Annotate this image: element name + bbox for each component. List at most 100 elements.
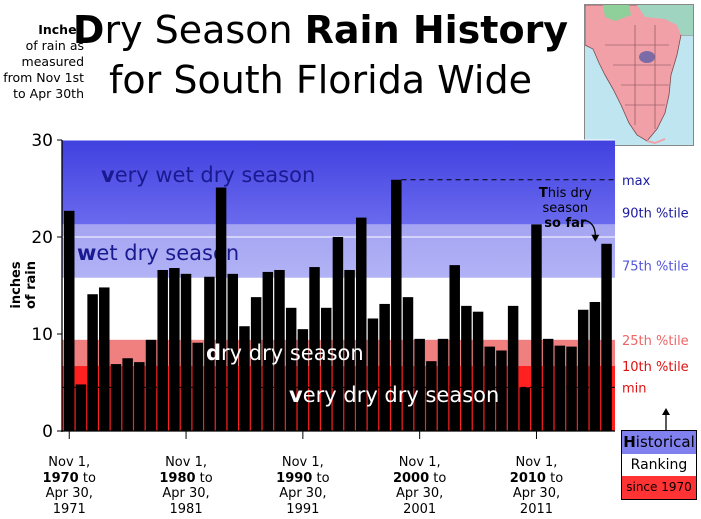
annotation-arrow [583, 219, 596, 236]
bar-1972 [87, 294, 98, 431]
bar-1989 [285, 307, 297, 431]
bar-1971 [75, 384, 87, 431]
y-axis-ticks: 0 10 20 30 [31, 131, 537, 442]
x-tick-label-line: 2001 [403, 501, 437, 517]
unit-note-heading: Inches [38, 22, 84, 37]
zone-label-rest: ery wet dry season [115, 163, 316, 187]
y-axis-label: inchesof rain [9, 261, 39, 309]
threshold-labels: max 90th %tile 75th %tile 25th %tile 10th %t… [622, 174, 689, 397]
x-tick-label-line: Apr 30, [512, 486, 561, 501]
bar-1999 [402, 297, 414, 431]
bar-1974 [110, 364, 122, 431]
bar-1987 [262, 271, 274, 431]
bar-2011 [542, 338, 554, 431]
zone-labels: very wet dry season wet dry season [77, 163, 315, 265]
x-tick-label: Nov 1, 1990 to Apr 30, 1991 [258, 455, 348, 517]
zone-label-dry: dry dry season [206, 341, 364, 365]
annotation-rest: his dry [548, 186, 592, 201]
bar-1995 [356, 217, 367, 431]
x-tick-label-line: Apr 30, [396, 486, 444, 501]
bar-2002 [437, 338, 449, 431]
x-tick-label-year: 1990 to [276, 470, 330, 486]
bar-1970 [64, 210, 75, 431]
bar-1977 [145, 339, 157, 431]
x-tick-label-year: 1970 to [42, 470, 96, 486]
bar-1985 [239, 326, 250, 431]
threshold-label-min: min [622, 381, 647, 396]
threshold-label-max: max [622, 174, 651, 189]
zone-very-wet [62, 140, 615, 225]
bar-1982 [204, 276, 215, 431]
bar-2015 [589, 301, 601, 431]
bar-2013 [566, 346, 577, 431]
bar-2014 [577, 309, 589, 431]
zone-label-initial: d [206, 341, 221, 365]
bar-1978 [157, 269, 168, 431]
y-tick-label: 0 [42, 422, 53, 442]
threshold-label-p25: 25th %tile [622, 334, 689, 349]
zone-label-initial: v [101, 163, 115, 187]
x-tick-label-year: 2010 to [509, 470, 564, 486]
y-tick-label: 10 [31, 325, 53, 345]
bar-1990 [297, 329, 309, 431]
legend-line-2: Ranking [622, 453, 696, 477]
title-initial: D [72, 8, 105, 52]
current-season-annotation: This dry season so far [539, 186, 600, 242]
overlay-labels: dry dry season very dry dry season [206, 341, 499, 407]
legend-initial: H [623, 433, 636, 451]
bar-1973 [99, 287, 110, 431]
bar-1994 [344, 269, 355, 431]
bar-2004 [461, 305, 472, 431]
zone-label-initial: w [77, 241, 96, 265]
bar-1998 [391, 179, 402, 431]
bar-2008 [507, 305, 519, 431]
bar-2007 [496, 350, 507, 431]
annotation-line-3: so far [544, 216, 587, 231]
legend-line-3: since 1970 [622, 476, 696, 499]
x-tick-label-line: Nov 1, [281, 455, 324, 470]
zone-label-rest: ery dry dry season [303, 383, 500, 407]
annotation-line-2: season [542, 201, 588, 216]
bar-1984 [227, 273, 239, 431]
chart-title-line-2: for South Florida Wide [109, 58, 532, 102]
x-tick-label-line: 1991 [286, 501, 320, 517]
historical-ranking-legend: Historical Ranking since 1970 [621, 430, 697, 500]
title-bold-part: Rain History [304, 8, 569, 52]
chart-title-line-1: Dry Season Rain History [0, 8, 671, 52]
bar-1980 [180, 273, 192, 431]
threshold-label-p90: 90th %tile [622, 206, 689, 221]
bar-2005 [472, 311, 484, 431]
bar-2006 [484, 346, 495, 431]
bar-2012 [554, 345, 566, 431]
bar-1991 [309, 267, 320, 431]
unit-note-line: from Nov 1st [3, 70, 84, 85]
zone-label-very-dry: very dry dry season [289, 383, 499, 407]
bar-2009 [519, 387, 531, 431]
bar-2000 [414, 338, 425, 431]
bar-1993 [332, 237, 344, 431]
x-tick-label-line: Apr 30, [279, 486, 327, 501]
x-tick-label-line: Apr 30, [162, 486, 210, 501]
unit-note-line: to Apr 30th [13, 86, 84, 101]
south-florida-map [584, 4, 694, 146]
y-tick-label: 30 [31, 131, 53, 151]
map-icon [585, 5, 693, 145]
threshold-label-p10: 10th %tile [622, 360, 689, 375]
bars [62, 179, 615, 431]
x-tick-label-year: 2000 to [392, 470, 447, 486]
zone-label-very-wet: very wet dry season [101, 163, 315, 187]
x-tick-label-line: 1981 [169, 501, 203, 517]
bar-1988 [274, 269, 285, 431]
x-tick-label-year: 1980 to [159, 470, 213, 486]
bar-1976 [134, 362, 145, 431]
x-tick-label: Nov 1, 1970 to Apr 30, 1971 [24, 455, 114, 517]
bar-2001 [426, 361, 437, 431]
legend-rest: istorical [635, 433, 695, 451]
x-tick-label-line: Nov 1, [398, 455, 441, 470]
x-tick-label-line: Nov 1, [515, 455, 558, 470]
x-tick-label-line: Nov 1, [48, 455, 91, 470]
x-tick-label-line: Apr 30, [45, 486, 93, 501]
zone-label-initial: v [289, 383, 303, 407]
bar-1997 [379, 303, 390, 431]
